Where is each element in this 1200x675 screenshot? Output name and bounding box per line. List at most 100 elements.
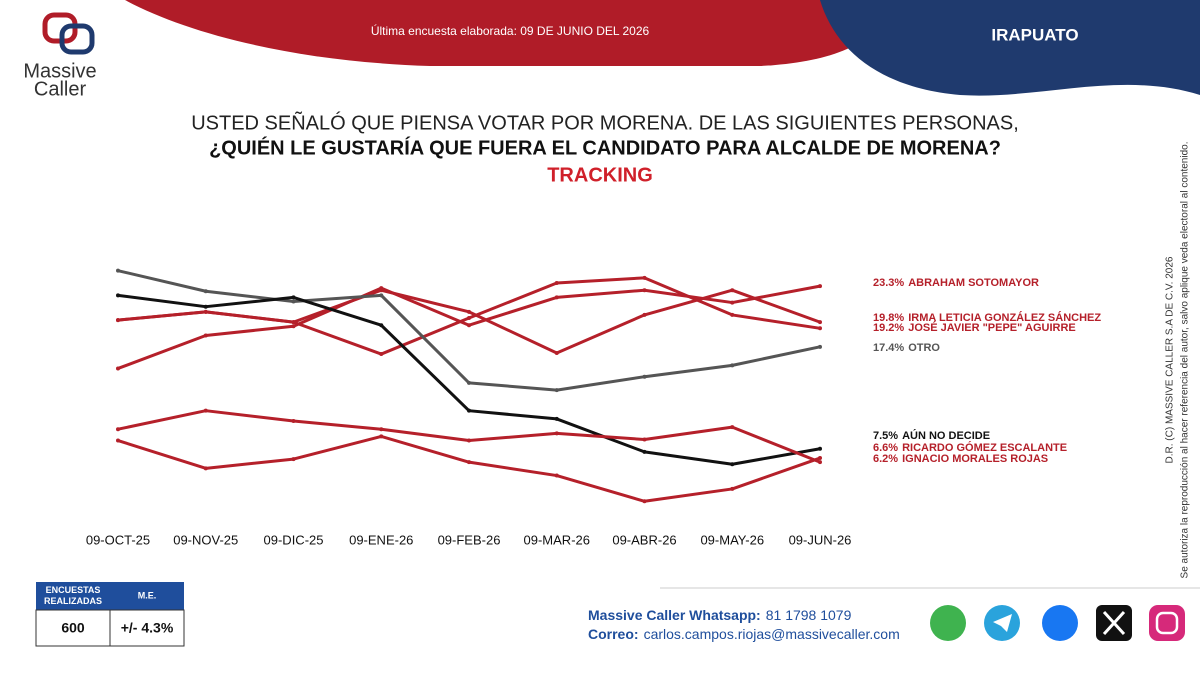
- email-label: Correo:: [588, 626, 639, 642]
- value-label: 19.2%: [873, 322, 904, 334]
- point: [730, 363, 735, 368]
- email-address: carlos.campos.riojas@massivecaller.com: [644, 626, 900, 642]
- point: [818, 446, 822, 451]
- series-label: 19.8% IRMA LETICIA GONZÁLEZ SÁNCHEZ: [873, 311, 1101, 324]
- point: [467, 438, 471, 443]
- last-survey: Última encuesta elaborada: 09 DE JUNIO D…: [371, 23, 650, 38]
- logo-box: [5, 5, 120, 100]
- x-tick-label: 09-ENE-26: [349, 532, 413, 547]
- point: [116, 438, 120, 443]
- point: [379, 323, 384, 328]
- point: [379, 288, 384, 293]
- whatsapp-number: 81 1798 1079: [766, 607, 852, 623]
- point: [116, 427, 120, 432]
- point: [379, 293, 384, 298]
- table-header-text: M.E.: [138, 590, 157, 600]
- value-label: 7.5%: [873, 430, 898, 442]
- facebook-icon[interactable]: [1042, 605, 1078, 641]
- chart-title: ¿QUIÉN LE GUSTARÍA QUE FUERA EL CANDIDAT…: [209, 136, 1001, 159]
- series-label: 6.6% RICARDO GÓMEZ ESCALANTE: [873, 441, 1067, 454]
- point: [554, 295, 559, 300]
- point: [467, 309, 471, 314]
- whatsapp: Massive Caller Whatsapp: 81 1798 1079: [588, 607, 852, 623]
- point: [291, 295, 296, 300]
- point: [291, 320, 296, 325]
- header-blue: [820, 0, 1200, 96]
- value-label: 23.3%: [873, 277, 904, 289]
- table-header-text: ENCUESTAS REALIZADAS: [44, 585, 102, 606]
- point: [291, 299, 296, 304]
- point: [642, 312, 647, 317]
- header-swoosh: [125, 0, 900, 66]
- x-glyph: [1102, 610, 1126, 636]
- x-tick-label: 09-OCT-25: [86, 532, 150, 547]
- point: [467, 316, 471, 321]
- value-label: 19.8%: [873, 312, 904, 324]
- point: [730, 486, 735, 491]
- plot: 09-OCT-25 09-NOV-25 09-DIC-25 09-ENE-26 09-F…: [86, 268, 1101, 547]
- series-label: 6.2% IGNACIO MORALES ROJAS: [873, 453, 1048, 465]
- value-label: 6.2%: [873, 453, 898, 465]
- logo-text: Massive: [23, 60, 96, 82]
- point: [291, 418, 296, 423]
- x-tick-label: 09-JUN-26: [789, 532, 852, 547]
- notice: Se autoriza la reproducción al hacer ref…: [1180, 142, 1191, 579]
- point: [291, 324, 296, 329]
- legend-name: JOSÉ JAVIER "PEPE" AGUIRRE: [908, 321, 1076, 334]
- point: [554, 473, 559, 478]
- point: [203, 466, 208, 471]
- logo-bubble: [59, 23, 95, 55]
- point: [203, 333, 208, 338]
- point: [379, 427, 384, 432]
- point: [467, 408, 471, 413]
- legend-name: RICARDO GÓMEZ ESCALANTE: [902, 441, 1067, 454]
- point: [730, 300, 735, 305]
- table-header: [36, 582, 184, 610]
- series-label: 19.2% JOSÉ JAVIER "PEPE" AGUIRRE: [873, 321, 1076, 334]
- city: IRAPUATO: [991, 25, 1078, 44]
- point: [291, 457, 296, 462]
- point: [116, 268, 120, 273]
- value-label: 17.4%: [873, 342, 904, 354]
- whatsapp-label: Massive Caller Whatsapp:: [588, 607, 761, 623]
- point: [379, 352, 384, 357]
- point: [203, 309, 208, 314]
- x-tick-label: 09-MAY-26: [700, 532, 764, 547]
- legend-name: IGNACIO MORALES ROJAS: [902, 453, 1048, 465]
- point: [203, 304, 208, 309]
- point: [818, 326, 822, 331]
- point: [379, 434, 384, 439]
- whatsapp-icon[interactable]: [930, 605, 966, 641]
- point: [642, 449, 647, 454]
- point: [730, 312, 735, 317]
- point: [116, 293, 120, 298]
- point: [467, 380, 471, 385]
- point: [642, 275, 647, 280]
- point: [203, 408, 208, 413]
- instagram-glyph: [1155, 611, 1179, 635]
- point: [116, 318, 120, 323]
- x-tick-label: 09-DIC-25: [264, 532, 324, 547]
- point: [818, 284, 822, 289]
- point: [642, 437, 647, 442]
- table-cell: 600: [61, 620, 85, 636]
- x-tick-label: 09-ABR-26: [612, 532, 676, 547]
- logo-text: Caller: [34, 78, 87, 100]
- point: [642, 499, 647, 504]
- telegram-glyph: [993, 614, 1012, 632]
- email: Correo: carlos.campos.riojas@massivecalle…: [588, 626, 900, 642]
- point: [730, 288, 735, 293]
- point: [203, 289, 208, 294]
- point: [554, 281, 559, 286]
- point: [642, 288, 647, 293]
- point: [818, 344, 822, 349]
- point: [818, 460, 822, 465]
- legend-name: OTRO: [908, 342, 940, 354]
- instagram-icon[interactable]: [1149, 605, 1185, 641]
- legend-name: ABRAHAM SOTOMAYOR: [908, 277, 1039, 289]
- point: [730, 462, 735, 467]
- point: [642, 374, 647, 379]
